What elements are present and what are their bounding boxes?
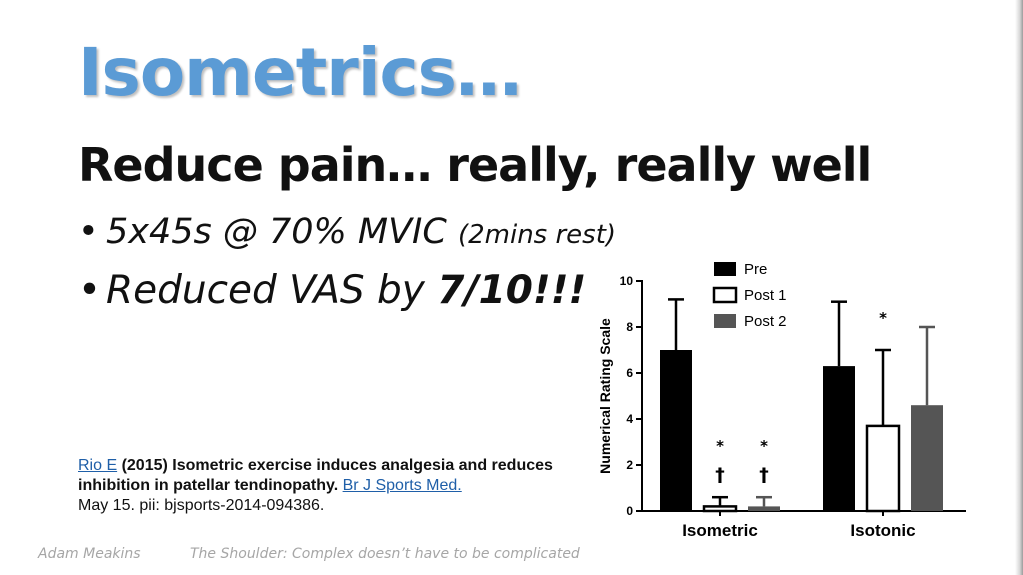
bar-post-2 [911,405,943,511]
bullet-protocol-text: 5x45s @ 70% MVIC [106,212,447,252]
citation-year: (2015) [121,457,168,474]
bar-post-1 [702,505,738,513]
significance-dagger: † [715,464,725,486]
footer-tagline: The Shoulder: Complex doesn’t have to be… [190,546,580,562]
bullet-result-text: Reduced VAS by [106,268,425,313]
citation-journal-link[interactable]: Br J Sports Med. [342,477,462,494]
significance-dagger: † [759,464,769,486]
y-tick-label: 4 [626,412,633,426]
legend-label: Post 1 [744,287,787,304]
y-tick-label: 6 [626,366,633,380]
x-tick-label: Isometric [682,521,758,540]
bullet-result: • Reduced VAS by 7/10!!! [78,268,586,313]
slide-edge-shadow [1015,0,1023,575]
y-tick-label: 10 [620,274,634,288]
y-axis-title: Numerical Rating Scale [597,318,613,474]
y-tick-label: 8 [626,320,633,334]
bullet-marker: • [78,212,99,252]
y-tick-label: 0 [626,504,633,518]
citation: Rio E (2015) Isometric exercise induces … [78,456,578,516]
bar-post-1 [865,424,901,513]
y-tick-label: 2 [626,458,633,472]
legend-swatch [712,286,738,304]
legend-swatch [714,314,736,328]
bar-post-2 [748,506,780,511]
legend-label: Pre [744,261,767,278]
bullet-result-emphasis: 7/10!!! [437,268,587,313]
bar-pre [660,350,692,511]
legend-label: Post 2 [744,313,787,330]
bullet-protocol: • 5x45s @ 70% MVIC (2mins rest) [78,212,616,252]
citation-author-link[interactable]: Rio E [78,457,118,474]
x-tick-label: Isotonic [850,521,915,540]
pain-rating-bar-chart: 0 2 4 6 8 10 Numerical Rating Scale Isometric * †… [597,261,966,540]
slide-title: Isometrics… [78,34,522,111]
significance-asterisk: * [716,437,724,455]
bullet-marker: • [78,268,102,313]
significance-asterisk: * [760,437,768,455]
citation-details: May 15. pii: bjsports-2014-094386. [78,497,325,514]
legend-swatch [714,262,736,276]
bullet-protocol-note: (2mins rest) [457,220,617,250]
citation-title: Isometric exercise induces analgesia and… [78,457,553,494]
slide-headline: Reduce pain… really, really well [78,138,872,192]
bar-pre [823,366,855,511]
significance-asterisk: * [879,309,887,327]
footer-author: Adam Meakins [38,546,141,562]
